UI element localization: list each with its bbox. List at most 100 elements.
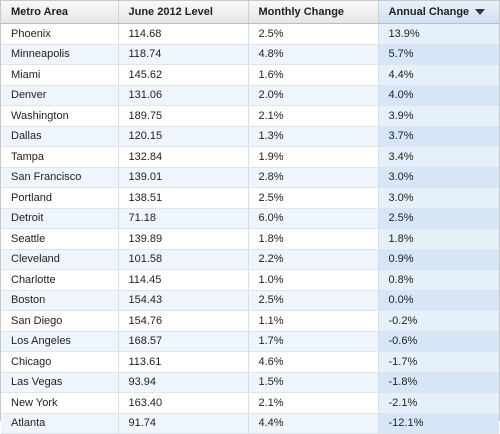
- june-2012-level-cell: 118.74: [118, 44, 249, 65]
- annual-change-cell: 3.0%: [378, 187, 499, 209]
- table-row[interactable]: Charlotte 114.45 1.0% 0.8%: [1, 269, 499, 291]
- june-2012-level-cell: 113.61: [118, 351, 249, 373]
- annual-change-cell: 4.0%: [378, 85, 499, 106]
- monthly-change-cell: 2.5%: [248, 187, 379, 209]
- table-row[interactable]: Miami 145.62 1.6% 4.4%: [1, 64, 499, 86]
- annual-change-cell: -1.8%: [378, 372, 499, 393]
- june-2012-level-cell: 101.58: [118, 249, 249, 270]
- table-row[interactable]: Denver 131.06 2.0% 4.0%: [1, 85, 499, 106]
- monthly-change-cell: 2.2%: [248, 249, 379, 270]
- table-row[interactable]: Cleveland 101.58 2.2% 0.9%: [1, 249, 499, 270]
- annual-change-cell: -2.1%: [378, 392, 499, 414]
- table-row[interactable]: Phoenix 114.68 2.5% 13.9%: [1, 23, 499, 45]
- metro-area-cell: Boston: [1, 290, 119, 311]
- monthly-change-cell: 1.3%: [248, 126, 379, 147]
- june-2012-level-cell: 163.40: [118, 392, 249, 414]
- june-2012-level-cell: 168.57: [118, 331, 249, 352]
- annual-change-cell: 3.4%: [378, 146, 499, 168]
- monthly-change-cell: 1.5%: [248, 372, 379, 393]
- monthly-change-cell: 4.6%: [248, 351, 379, 373]
- metro-area-cell: Phoenix: [1, 23, 119, 45]
- metro-area-cell: Tampa: [1, 146, 119, 168]
- monthly-change-cell: 1.1%: [248, 310, 379, 332]
- monthly-change-cell: 1.9%: [248, 146, 379, 168]
- annual-change-cell: 3.9%: [378, 105, 499, 127]
- annual-change-cell: 0.0%: [378, 290, 499, 311]
- metro-area-cell: Dallas: [1, 126, 119, 147]
- annual-change-cell: 3.0%: [378, 167, 499, 188]
- table-row[interactable]: Seattle 139.89 1.8% 1.8%: [1, 228, 499, 250]
- monthly-change-cell: 4.4%: [248, 413, 379, 434]
- table-row[interactable]: Chicago 113.61 4.6% -1.7%: [1, 351, 499, 373]
- monthly-change-cell: 2.1%: [248, 392, 379, 414]
- june-2012-level-cell: 154.43: [118, 290, 249, 311]
- column-header-annual-change[interactable]: Annual Change: [378, 1, 499, 24]
- table-row[interactable]: Las Vegas 93.94 1.5% -1.8%: [1, 372, 499, 393]
- table-row[interactable]: Tampa 132.84 1.9% 3.4%: [1, 146, 499, 168]
- table-row[interactable]: San Diego 154.76 1.1% -0.2%: [1, 310, 499, 332]
- june-2012-level-cell: 138.51: [118, 187, 249, 209]
- metro-area-cell: Denver: [1, 85, 119, 106]
- metro-area-cell: Detroit: [1, 208, 119, 229]
- table-row[interactable]: Dallas 120.15 1.3% 3.7%: [1, 126, 499, 147]
- metro-area-cell: Atlanta: [1, 413, 119, 434]
- table-row[interactable]: Detroit 71.18 6.0% 2.5%: [1, 208, 499, 229]
- table-row[interactable]: Atlanta 91.74 4.4% -12.1%: [1, 413, 499, 434]
- table-row[interactable]: Boston 154.43 2.5% 0.0%: [1, 290, 499, 311]
- annual-change-cell: 4.4%: [378, 64, 499, 86]
- annual-change-cell: -0.6%: [378, 331, 499, 352]
- metro-area-cell: Charlotte: [1, 269, 119, 291]
- annual-change-cell: -1.7%: [378, 351, 499, 373]
- header-row: Metro Area June 2012 Level Monthly Chang…: [1, 1, 499, 24]
- june-2012-level-cell: 120.15: [118, 126, 249, 147]
- monthly-change-cell: 6.0%: [248, 208, 379, 229]
- annual-change-cell: 13.9%: [378, 23, 499, 45]
- table-row[interactable]: Los Angeles 168.57 1.7% -0.6%: [1, 331, 499, 352]
- metro-area-cell: Miami: [1, 64, 119, 86]
- monthly-change-cell: 1.6%: [248, 64, 379, 86]
- annual-change-cell: 2.5%: [378, 208, 499, 229]
- metro-area-cell: Seattle: [1, 228, 119, 250]
- monthly-change-cell: 2.1%: [248, 105, 379, 127]
- table-row[interactable]: Minneapolis 118.74 4.8% 5.7%: [1, 44, 499, 65]
- table-row[interactable]: Washington 189.75 2.1% 3.9%: [1, 105, 499, 127]
- monthly-change-cell: 1.8%: [248, 228, 379, 250]
- june-2012-level-cell: 114.45: [118, 269, 249, 291]
- june-2012-level-cell: 189.75: [118, 105, 249, 127]
- column-header-label: Annual Change: [388, 6, 470, 18]
- column-header-monthly-change[interactable]: Monthly Change: [248, 1, 379, 24]
- june-2012-level-cell: 154.76: [118, 310, 249, 332]
- table-row[interactable]: San Francisco 139.01 2.8% 3.0%: [1, 167, 499, 188]
- metro-area-cell: Los Angeles: [1, 331, 119, 352]
- metro-area-cell: San Diego: [1, 310, 119, 332]
- metro-area-cell: San Francisco: [1, 167, 119, 188]
- june-2012-level-cell: 91.74: [118, 413, 249, 434]
- annual-change-cell: 5.7%: [378, 44, 499, 65]
- metro-area-cell: Chicago: [1, 351, 119, 373]
- monthly-change-cell: 2.0%: [248, 85, 379, 106]
- table-row[interactable]: Portland 138.51 2.5% 3.0%: [1, 187, 499, 209]
- column-header-june-2012-level[interactable]: June 2012 Level: [118, 1, 249, 24]
- metro-area-cell: Washington: [1, 105, 119, 127]
- column-header-metro-area[interactable]: Metro Area: [1, 1, 119, 24]
- table-row[interactable]: New York 163.40 2.1% -2.1%: [1, 392, 499, 414]
- monthly-change-cell: 4.8%: [248, 44, 379, 65]
- metro-area-cell: Portland: [1, 187, 119, 209]
- june-2012-level-cell: 93.94: [118, 372, 249, 393]
- metro-area-cell: Minneapolis: [1, 44, 119, 65]
- monthly-change-cell: 2.5%: [248, 23, 379, 45]
- june-2012-level-cell: 145.62: [118, 64, 249, 86]
- column-header-label: June 2012 Level: [128, 6, 213, 18]
- annual-change-cell: -12.1%: [378, 413, 499, 434]
- annual-change-cell: 0.8%: [378, 269, 499, 291]
- annual-change-cell: 0.9%: [378, 249, 499, 270]
- metro-area-cell: Cleveland: [1, 249, 119, 270]
- june-2012-level-cell: 132.84: [118, 146, 249, 168]
- annual-change-cell: -0.2%: [378, 310, 499, 332]
- table-body: Phoenix 114.68 2.5% 13.9% Minneapolis 118.74 4…: [1, 23, 499, 434]
- june-2012-level-cell: 139.89: [118, 228, 249, 250]
- monthly-change-cell: 1.7%: [248, 331, 379, 352]
- june-2012-level-cell: 131.06: [118, 85, 249, 106]
